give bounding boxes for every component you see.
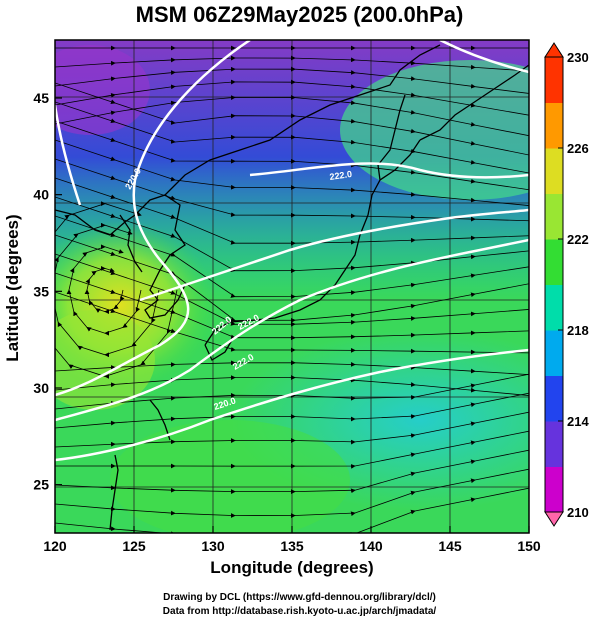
y-tick-label: 40 (33, 187, 49, 203)
colorbar-segment (545, 102, 563, 149)
x-tick-label: 145 (438, 538, 462, 554)
colorbar-frame (544, 56, 564, 513)
plot-area: 220.0 220.0 222.0 222.0 222.0 222.0 (55, 40, 529, 533)
y-tick-label: 30 (33, 380, 49, 396)
x-tick-label: 120 (43, 538, 67, 554)
x-axis-label: Longitude (degrees) (210, 558, 374, 577)
credit-drawing: Drawing by DCL (https://www.gfd-dennou.o… (163, 592, 436, 603)
wind-streamlines (55, 45, 529, 533)
colorbar-tick-label: 218 (567, 323, 589, 338)
colorbar-segment (545, 148, 563, 194)
colorbar-tick-label: 214 (567, 414, 589, 429)
x-tick-label: 150 (517, 538, 541, 554)
colorbar-tick-label: 222 (567, 232, 589, 247)
colorbar-segment (545, 193, 563, 240)
colorbar: 230 226 222 218 214 210 (544, 42, 589, 527)
y-axis: 25 30 35 40 45 (33, 90, 62, 493)
y-tick-label: 45 (33, 90, 49, 106)
x-axis: 120 125 130 135 140 145 150 (43, 526, 541, 554)
isotherm-contours (55, 40, 529, 462)
colorbar-tick-label: 210 (567, 505, 589, 520)
colorbar-segment (545, 466, 563, 513)
colorbar-max-arrow (544, 42, 564, 58)
chart-title: MSM 06Z29May2025 (200.0hPa) (135, 2, 464, 27)
y-axis-label: Latitude (degrees) (3, 214, 22, 362)
x-tick-label: 125 (122, 538, 146, 554)
colorbar-segment (545, 57, 563, 103)
credit-data: Data from http://database.rish.kyoto-u.a… (162, 606, 437, 617)
colorbar-segment (545, 421, 563, 467)
x-tick-label: 135 (280, 538, 304, 554)
colorbar-segment (545, 239, 563, 285)
colorbar-segment (545, 375, 563, 422)
colorbar-tick-label: 230 (567, 50, 589, 65)
streamline (55, 55, 529, 74)
y-tick-label: 25 (33, 477, 49, 493)
colorbar-segment (545, 330, 563, 376)
x-tick-label: 140 (359, 538, 383, 554)
streamline (55, 485, 529, 533)
colorbar-min-arrow (544, 511, 564, 527)
y-tick-label: 35 (33, 283, 49, 299)
colorbar-segment (545, 284, 563, 331)
colorbar-tick-label: 226 (567, 141, 589, 156)
x-tick-label: 130 (201, 538, 225, 554)
streamline (55, 201, 178, 379)
contour-label: 222.0 (329, 169, 353, 182)
